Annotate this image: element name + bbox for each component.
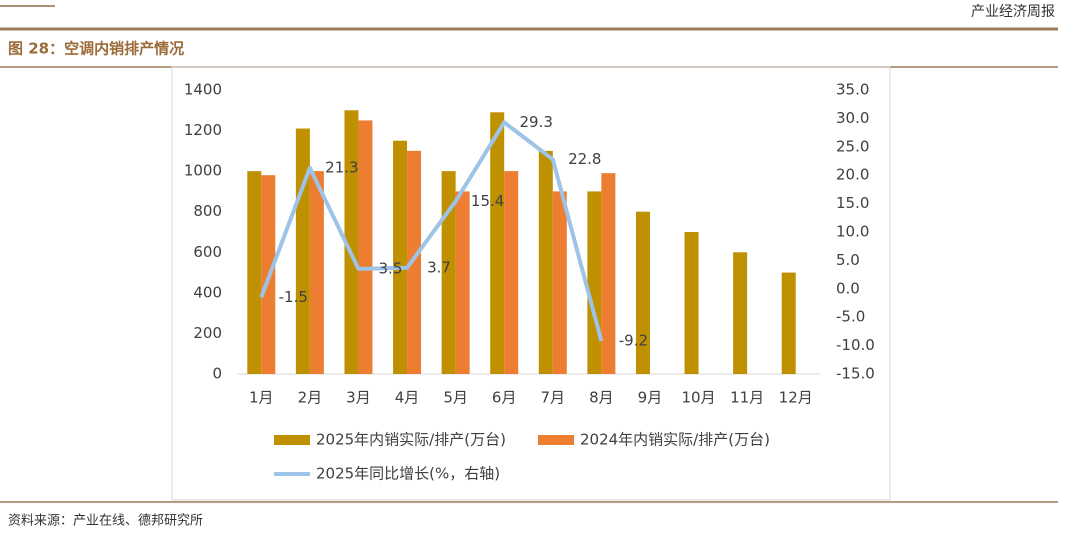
y-tick-label: 0 bbox=[212, 365, 222, 383]
y2-tick-label: 25.0 bbox=[836, 137, 869, 155]
legend-swatch bbox=[538, 435, 574, 445]
bar bbox=[538, 150, 553, 374]
legend-label: 2025年同比增长(%，右轴) bbox=[316, 465, 500, 483]
y-tick-label: 1200 bbox=[184, 121, 222, 139]
bar bbox=[490, 112, 505, 375]
bar bbox=[344, 110, 359, 375]
bar bbox=[393, 140, 408, 374]
data-label: -1.5 bbox=[279, 288, 308, 306]
y2-tick-label: 20.0 bbox=[836, 166, 869, 184]
chart-title: 图 28：空调内销排产情况 bbox=[8, 40, 184, 58]
y-tick-label: 400 bbox=[193, 283, 222, 301]
x-tick-label: 2月 bbox=[298, 389, 323, 407]
y2-tick-label: 5.0 bbox=[836, 251, 860, 269]
y2-tick-label: 10.0 bbox=[836, 223, 869, 241]
data-label: -9.2 bbox=[619, 332, 648, 350]
y2-tick-label: -15.0 bbox=[836, 365, 875, 383]
data-label: 21.3 bbox=[325, 158, 358, 176]
bar bbox=[407, 150, 422, 374]
bar bbox=[587, 191, 602, 374]
bar bbox=[358, 120, 373, 374]
bar bbox=[635, 211, 650, 374]
x-tick-label: 5月 bbox=[443, 389, 468, 407]
chart-frame bbox=[171, 66, 891, 501]
bar bbox=[309, 171, 324, 374]
y2-tick-label: 15.0 bbox=[836, 194, 869, 212]
y-tick-label: 800 bbox=[193, 202, 222, 220]
bar bbox=[504, 171, 519, 374]
y2-tick-label: 0.0 bbox=[836, 279, 860, 297]
x-tick-label: 7月 bbox=[541, 389, 566, 407]
y2-tick-label: 35.0 bbox=[836, 81, 869, 99]
x-tick-label: 10月 bbox=[681, 389, 715, 407]
source-note: 资料来源：产业在线、德邦研究所 bbox=[8, 514, 203, 529]
bar bbox=[552, 191, 567, 374]
bar bbox=[247, 171, 262, 374]
x-tick-label: 1月 bbox=[249, 389, 274, 407]
legend-swatch bbox=[274, 435, 310, 445]
y-tick-label: 1000 bbox=[184, 162, 222, 180]
legend-label: 2024年内销实际/排产(万台) bbox=[580, 431, 770, 449]
data-label: 15.4 bbox=[471, 192, 504, 210]
bar bbox=[601, 173, 616, 374]
data-label: 29.3 bbox=[520, 113, 553, 131]
data-label: 22.8 bbox=[568, 150, 601, 168]
x-tick-label: 8月 bbox=[589, 389, 614, 407]
y-tick-label: 600 bbox=[193, 243, 222, 261]
data-label: 3.5 bbox=[379, 259, 403, 277]
report-name: 产业经济周报 bbox=[971, 4, 1055, 20]
legend-label: 2025年内销实际/排产(万台) bbox=[316, 431, 506, 449]
bar bbox=[733, 252, 748, 374]
x-tick-label: 3月 bbox=[346, 389, 371, 407]
x-tick-label: 9月 bbox=[638, 389, 663, 407]
bar bbox=[684, 232, 699, 374]
bar bbox=[455, 191, 470, 374]
x-tick-label: 4月 bbox=[395, 389, 420, 407]
y-tick-label: 1400 bbox=[184, 81, 222, 99]
y-tick-label: 200 bbox=[193, 324, 222, 342]
bar bbox=[781, 272, 796, 374]
x-tick-label: 6月 bbox=[492, 389, 517, 407]
bar bbox=[441, 171, 456, 374]
y2-tick-label: -5.0 bbox=[836, 308, 865, 326]
y2-tick-label: 30.0 bbox=[836, 109, 869, 127]
x-tick-label: 12月 bbox=[779, 389, 813, 407]
y2-tick-label: -10.0 bbox=[836, 336, 875, 354]
x-tick-label: 11月 bbox=[730, 389, 764, 407]
data-label: 3.7 bbox=[427, 258, 451, 276]
line-series bbox=[259, 120, 604, 342]
bar bbox=[295, 128, 310, 374]
